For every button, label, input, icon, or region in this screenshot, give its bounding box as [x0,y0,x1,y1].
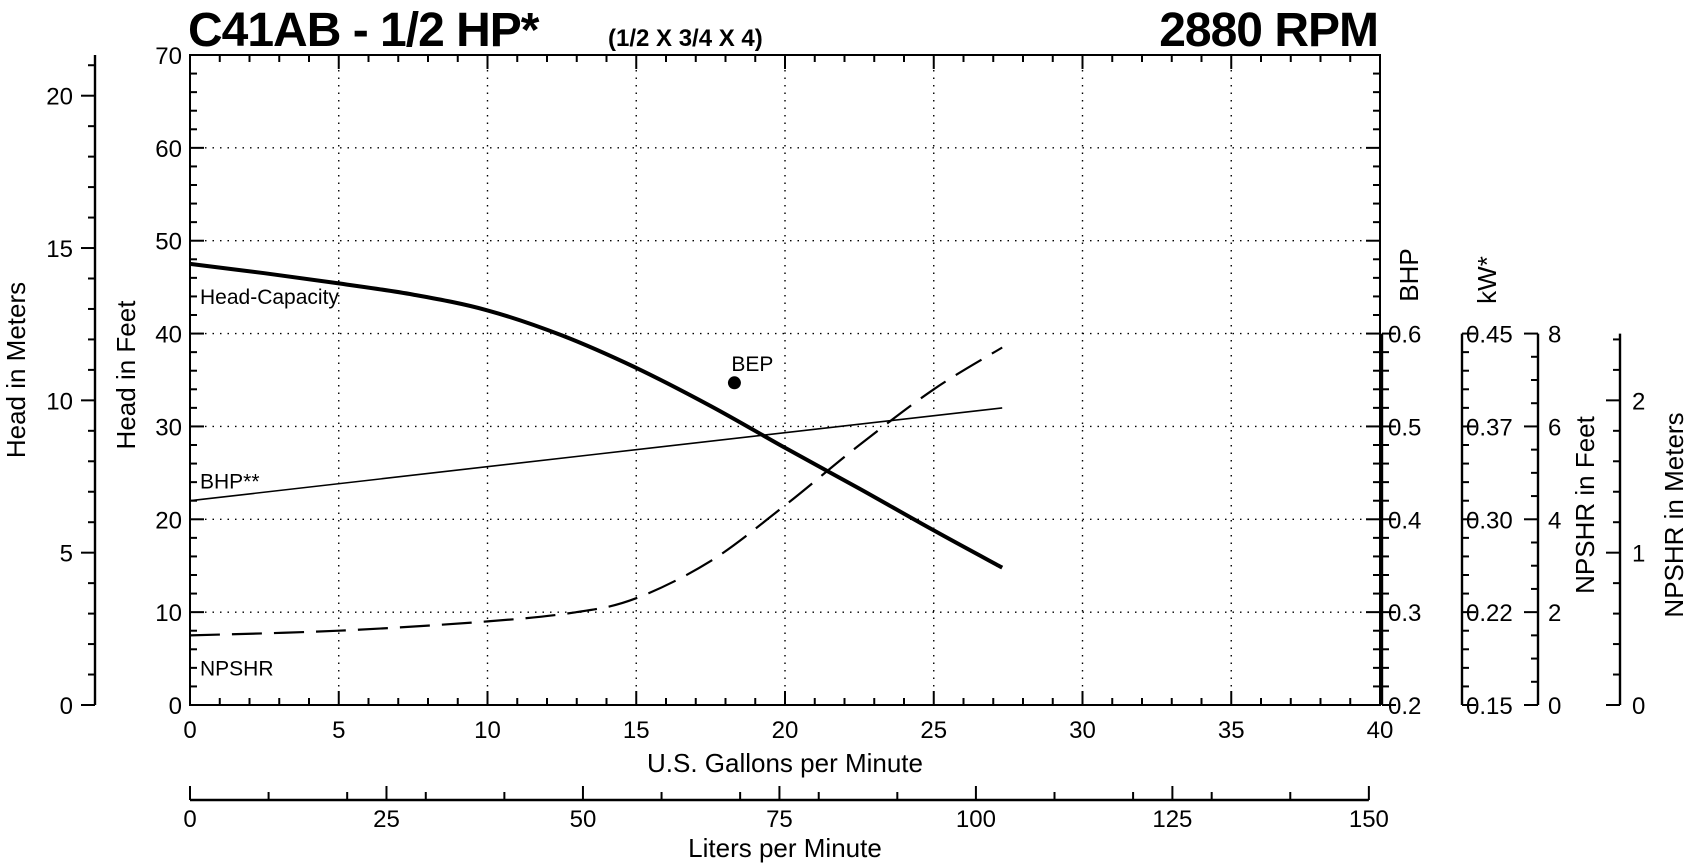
kw-axis-tick-label: 0.30 [1466,507,1513,534]
npshr-meters-tick-label: 1 [1632,541,1645,568]
meters-tick-label: 15 [46,236,73,263]
x-tick-label: 20 [772,717,799,744]
kw-axis-tick-label: 0.22 [1466,600,1513,627]
x-tick-label: 0 [183,717,196,744]
y-axis-title-npshr-feet: NPSHR in Feet [1570,415,1600,593]
npshr-meters-tick-label: 2 [1632,388,1645,415]
y-tick-label: 20 [155,507,182,534]
y-axis-title-npshr-meters: NPSHR in Meters [1659,412,1689,617]
kw-axis-tick-label: 0.45 [1466,322,1513,349]
meters-tick-label: 0 [60,693,73,720]
bhp-curve [189,407,1003,502]
npshr-curve [189,346,1003,637]
npshr-label: NPSHR [200,657,274,680]
npshr-feet-axis-tick-label: 4 [1548,507,1561,534]
x-tick-label: 40 [1367,717,1394,744]
bhp-axis-tick-label: 0.2 [1388,693,1421,720]
x-axis-title-lpm: Liters per Minute [688,833,882,863]
meters-tick-label: 5 [60,541,73,568]
bhp-label: BHP** [200,471,260,494]
liters-tick-label: 150 [1349,806,1389,833]
y-tick-label: 60 [155,136,182,163]
x-tick-label: 25 [920,717,947,744]
bhp-axis-tick-label: 0.3 [1388,600,1421,627]
speed-label: 2880 RPM [1159,4,1378,57]
y-tick-label: 0 [169,693,182,720]
liters-tick-label: 75 [766,806,793,833]
head-capacity-label: Head-Capacity [200,286,339,309]
y-axis-title-feet: Head in Feet [111,300,141,450]
x-tick-label: 35 [1218,717,1245,744]
meters-tick-label: 10 [46,388,73,415]
liters-tick-label: 100 [956,806,996,833]
y-tick-label: 50 [155,229,182,256]
chart-title: C41AB - 1/2 HP* [188,4,540,57]
bep-marker [727,376,741,390]
liters-tick-label: 125 [1152,806,1192,833]
liters-tick-label: 0 [183,806,196,833]
liters-tick-label: 25 [373,806,400,833]
y-tick-label: 40 [155,322,182,349]
chart-subtitle: (1/2 X 3/4 X 4) [608,25,763,52]
npshr-meters-tick-label: 0 [1632,693,1645,720]
npshr-feet-axis-tick-label: 6 [1548,414,1561,441]
liters-tick-label: 50 [570,806,597,833]
kw-axis-tick-label: 0.37 [1466,414,1513,441]
npshr-feet-axis-tick-label: 2 [1548,600,1561,627]
bhp-axis-tick-label: 0.4 [1388,507,1421,534]
x-tick-label: 30 [1069,717,1096,744]
x-tick-label: 5 [332,717,345,744]
bhp-axis-tick-label: 0.5 [1388,414,1421,441]
y-axis-title-kw: kW* [1472,256,1502,304]
head-capacity-curve [189,261,1004,570]
x-tick-label: 10 [474,717,501,744]
y-axis-title-meters: Head in Meters [1,282,31,458]
y-tick-label: 70 [155,43,182,70]
x-axis-title-gpm: U.S. Gallons per Minute [647,748,923,778]
y-tick-label: 10 [155,600,182,627]
kw-axis-tick-label: 0.15 [1466,693,1513,720]
bhp-axis-tick-label: 0.6 [1388,322,1421,349]
bep-label: BEP [731,353,773,376]
npshr-feet-axis-tick-label: 0 [1548,693,1561,720]
meters-tick-label: 20 [46,84,73,111]
y-axis-title-bhp: BHP [1394,248,1424,301]
npshr-feet-axis-tick-label: 8 [1548,322,1561,349]
x-tick-label: 15 [623,717,650,744]
y-tick-label: 30 [155,414,182,441]
